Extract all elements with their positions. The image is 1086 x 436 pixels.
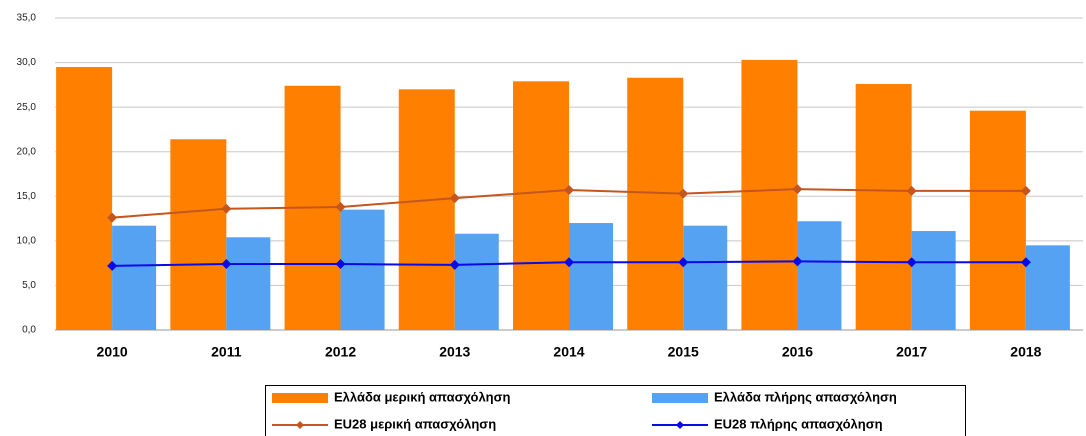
line-marker bbox=[1020, 257, 1031, 268]
x-tick-label: 2014 bbox=[553, 344, 584, 360]
line-marker bbox=[906, 185, 917, 196]
line-marker bbox=[1020, 185, 1031, 196]
line-marker bbox=[678, 257, 689, 268]
bar bbox=[855, 83, 912, 330]
x-tick-label: 2017 bbox=[896, 344, 927, 360]
bar bbox=[797, 221, 842, 330]
bar bbox=[569, 223, 613, 330]
bar bbox=[226, 237, 271, 330]
legend-box bbox=[265, 385, 966, 436]
line-marker bbox=[564, 185, 574, 196]
y-tick-label: 15,0 bbox=[17, 191, 37, 202]
x-tick-label: 2010 bbox=[97, 344, 128, 360]
bar bbox=[398, 89, 455, 330]
bar bbox=[112, 225, 157, 330]
line-marker bbox=[906, 257, 917, 268]
y-tick-label: 10,0 bbox=[17, 235, 37, 246]
bar bbox=[741, 59, 798, 330]
x-tick-label: 2018 bbox=[1010, 344, 1041, 360]
x-tick-label: 2015 bbox=[668, 344, 699, 360]
bar bbox=[683, 225, 728, 330]
bar bbox=[911, 231, 956, 330]
x-tick-label: 2011 bbox=[211, 344, 242, 360]
y-tick-label: 35,0 bbox=[17, 13, 37, 24]
legend-swatch bbox=[296, 421, 304, 429]
line-marker bbox=[335, 201, 346, 212]
line-marker bbox=[449, 259, 460, 270]
x-tick-label: 2012 bbox=[325, 344, 356, 360]
bar bbox=[56, 67, 113, 331]
y-tick-label: 25,0 bbox=[17, 102, 37, 113]
line-marker bbox=[792, 184, 803, 195]
line-marker bbox=[221, 203, 232, 214]
line-marker bbox=[449, 193, 460, 204]
legend-swatch bbox=[676, 421, 684, 429]
bar bbox=[513, 81, 569, 330]
bar bbox=[170, 139, 227, 330]
legend-swatch bbox=[272, 393, 328, 403]
bar bbox=[969, 110, 1026, 330]
bar bbox=[454, 233, 499, 330]
bar bbox=[1025, 245, 1070, 330]
line-marker bbox=[107, 212, 118, 223]
line-marker bbox=[678, 188, 689, 199]
x-tick-label: 2016 bbox=[782, 344, 813, 360]
y-tick-label: 5,0 bbox=[22, 280, 36, 291]
line-marker bbox=[107, 260, 118, 271]
y-tick-label: 30,0 bbox=[17, 57, 37, 68]
x-tick-label: 2013 bbox=[439, 344, 470, 360]
line-marker bbox=[564, 257, 574, 268]
legend-label: EU28 πλήρης απασχόληση bbox=[714, 416, 883, 431]
legend-label: Ελλάδα μερική απασχόληση bbox=[334, 389, 511, 404]
legend-label: Ελλάδα πλήρης απασχόληση bbox=[714, 389, 897, 404]
legend-swatch bbox=[652, 393, 708, 403]
line-marker bbox=[221, 259, 232, 270]
line-marker bbox=[792, 256, 803, 267]
line-marker bbox=[335, 259, 346, 270]
bar bbox=[340, 209, 385, 330]
bar bbox=[627, 77, 684, 331]
y-tick-label: 0,0 bbox=[22, 325, 36, 336]
y-tick-label: 20,0 bbox=[17, 146, 37, 157]
legend-label: EU28 μερική απασχόληση bbox=[334, 416, 496, 431]
